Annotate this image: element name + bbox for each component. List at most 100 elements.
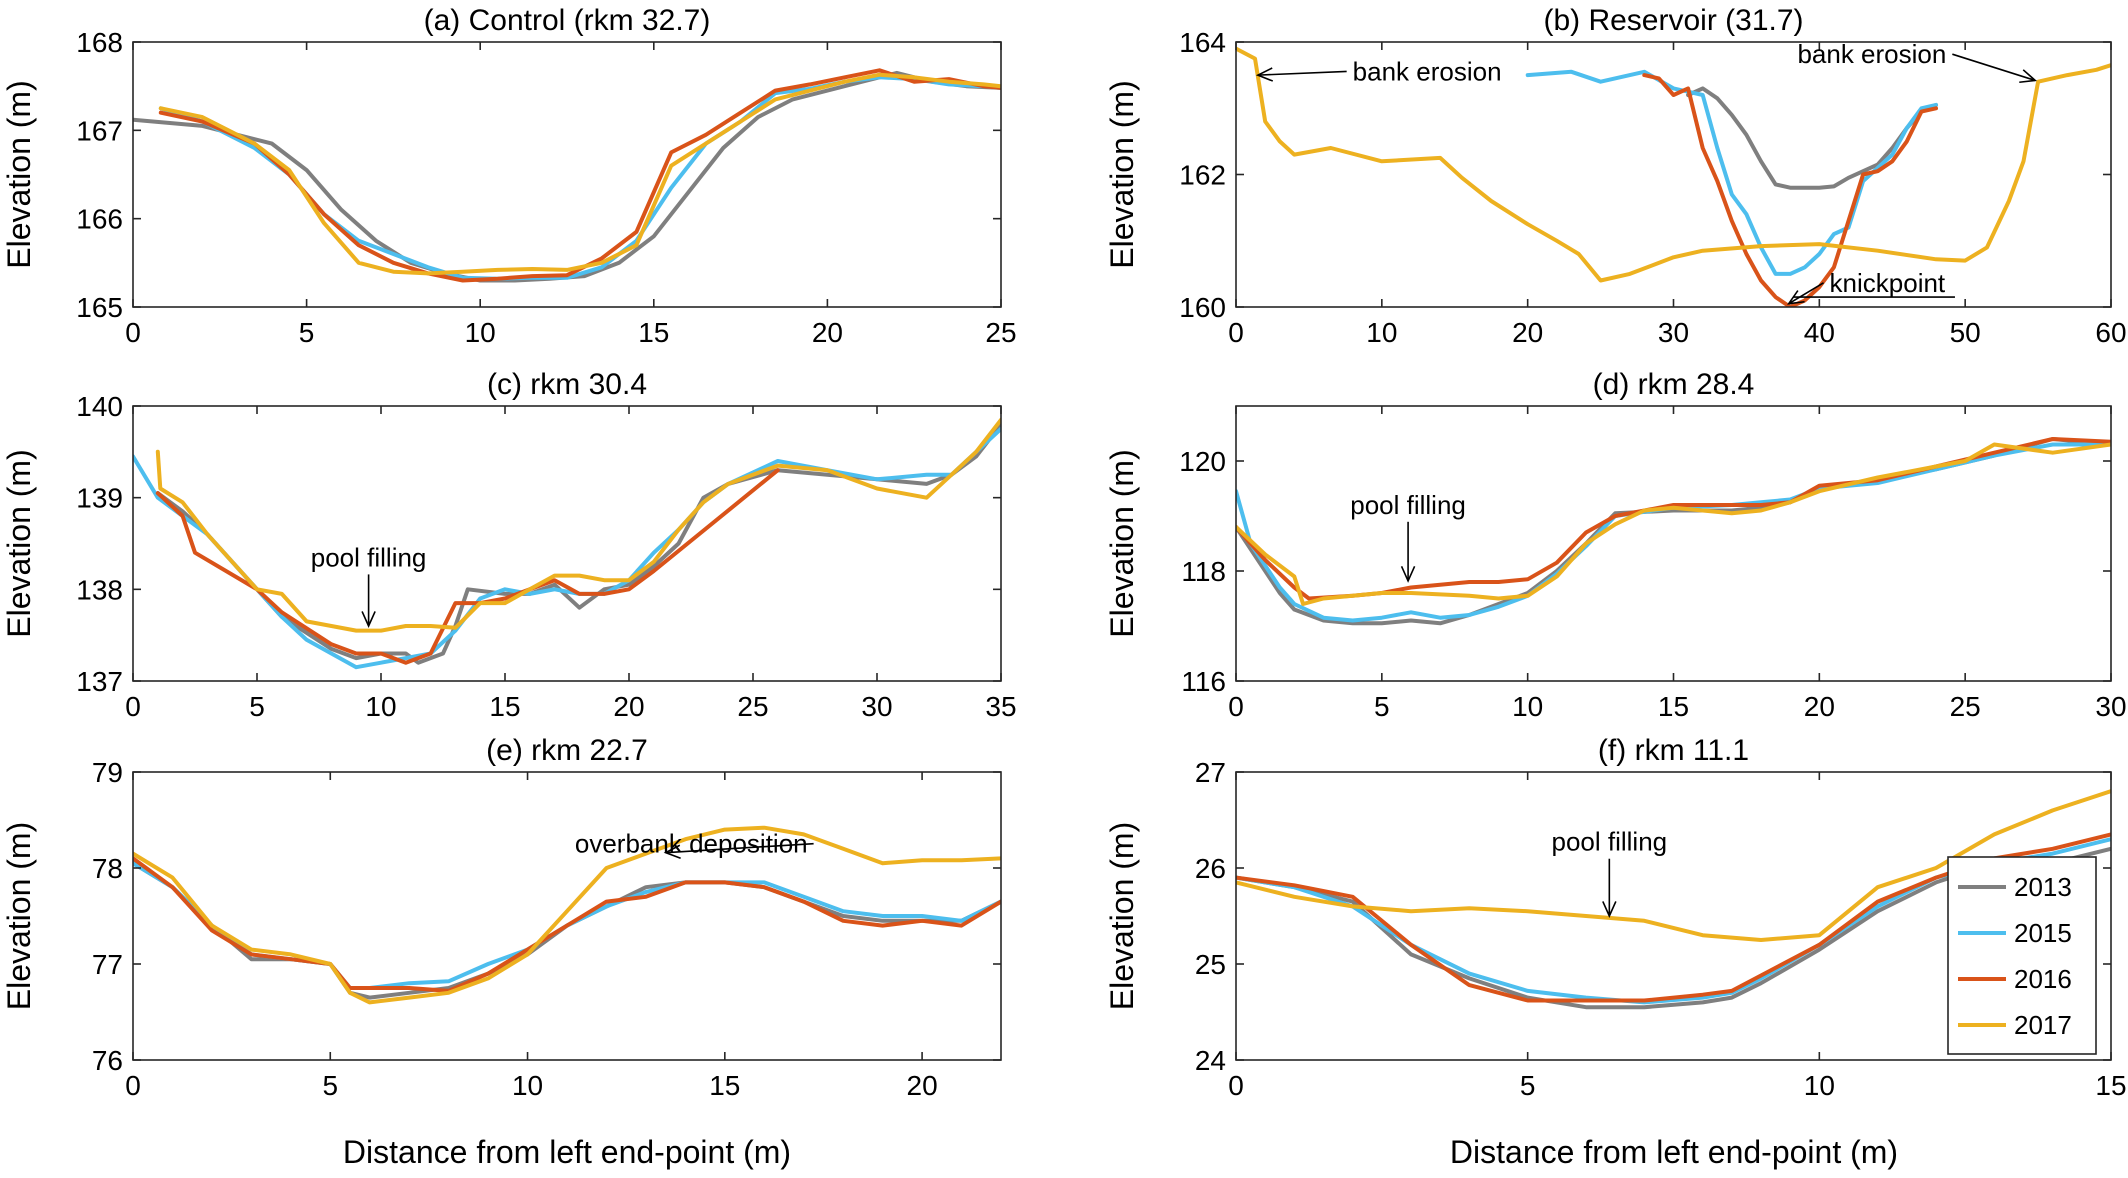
annotation-arrowhead-f-0 [1602,901,1617,918]
x-tick-label-b-3: 30 [1658,317,1689,348]
series-line-a-2017 [158,72,1001,276]
series-line-c-2013 [155,422,1001,665]
panel-e: (e) rkm 22.7 Elevation (m) 0 5 10 15 20 76 77 78 7… [1,734,1002,1101]
y-axis-label-b: Elevation (m) [1104,80,1140,269]
panel-c: (c) rkm 30.4 Elevation (m) 0 5 10 15 20 25 30 35 1… [1,368,1017,722]
series-line-a-2016 [158,68,1001,283]
annotation-arrowhead-e-0 [663,844,681,860]
annotation-f-0: pool filling [1552,827,1668,857]
series-line-b-2016 [1642,73,1938,307]
y-tick-label-b-1: 162 [1179,160,1226,191]
plot-frame-a [132,41,1002,308]
x-tick-label-a-2: 10 [465,317,496,348]
x-tick-label-f-2: 10 [1804,1070,1835,1101]
annotation-arrow-b-2 [1788,282,1824,305]
plot-frame-e [132,771,1002,1061]
y-tick-label-b-0: 160 [1179,292,1226,323]
series-line-a-2015 [158,75,1001,281]
series-group-d [1236,437,2111,626]
x-tick-label-c-0: 0 [125,691,141,722]
series-line-b-2013 [1686,86,1938,190]
series-line-b-2017 [1236,46,2111,283]
x-axis-label-right: Distance from left end-point (m) [1450,1134,1898,1170]
panel-title-b: (b) Reservoir (31.7) [1543,4,1803,37]
series-group-a [133,68,1001,283]
legend-label-2017: 2017 [2014,1010,2072,1040]
y-tick-label-c-3: 140 [76,391,123,422]
annotation-arrowhead-d-0 [1400,565,1416,583]
series-line-a-2013 [133,70,1001,283]
y-tick-label-a-0: 165 [76,292,123,323]
legend-box [1947,856,2097,1055]
x-tick-label-d-5: 25 [1950,691,1981,722]
panels: (a) Control (rkm 32.7) Elevation (m) 0 5 10 1… [1,4,2127,1101]
y-axis-label-e: Elevation (m) [1,822,37,1011]
x-axis-label-left: Distance from left end-point (m) [343,1134,791,1170]
y-tick-label-f-0: 24 [1195,1045,1226,1076]
y-tick-label-c-1: 138 [76,574,123,605]
series-line-c-2016 [155,468,780,665]
y-tick-label-e-1: 77 [92,949,123,980]
legend: 2013 2015 2016 2017 [1947,856,2097,1055]
plot-frame-c [132,405,1002,682]
plot-frame-f [1235,771,2112,1061]
series-line-e-2013 [133,861,1001,1000]
y-tick-label-e-3: 79 [92,757,123,788]
x-tick-label-e-0: 0 [125,1070,141,1101]
y-tick-label-a-1: 166 [76,204,123,235]
legend-label-2013: 2013 [2014,872,2072,902]
y-tick-label-a-3: 168 [76,27,123,58]
annotation-arrowhead-b-2 [1787,290,1805,305]
series-group-b [1236,46,2111,307]
series-line-e-2017 [133,825,1001,1005]
panel-title-c: (c) rkm 30.4 [487,368,647,401]
annotation-e-0: overbank deposition [575,829,808,859]
y-tick-label-b-2: 164 [1179,27,1226,58]
panel-f: (f) rkm 11.1 Elevation (m) 0 5 10 15 24 25 26 27 p… [1104,734,2127,1101]
x-tick-label-c-6: 30 [861,691,892,722]
panel-title-d: (d) rkm 28.4 [1593,368,1755,401]
y-tick-label-d-0: 116 [1181,666,1226,697]
panel-title-a: (a) Control (rkm 32.7) [424,4,711,37]
annotation-arrowhead-b-0 [1255,67,1274,82]
x-tick-label-b-2: 20 [1512,317,1543,348]
x-tick-label-d-3: 15 [1658,691,1689,722]
x-tick-label-b-5: 50 [1950,317,1981,348]
x-tick-label-e-3: 15 [709,1070,740,1101]
annotation-b-1: bank erosion [1797,39,1946,69]
series-line-d-2017 [1236,442,2111,606]
x-tick-label-b-0: 0 [1228,317,1244,348]
y-axis-label-c: Elevation (m) [1,449,37,638]
x-tick-label-a-1: 5 [299,317,315,348]
annotation-arrow-b-1 [1952,53,2036,82]
x-tick-label-c-1: 5 [249,691,265,722]
x-tick-label-d-6: 30 [2095,691,2126,722]
x-tick-label-c-7: 35 [985,691,1016,722]
y-axis-label-d: Elevation (m) [1104,449,1140,638]
x-tick-label-d-1: 5 [1374,691,1390,722]
x-tick-label-e-4: 20 [907,1070,938,1101]
y-tick-label-f-3: 27 [1195,757,1226,788]
x-tick-label-e-1: 5 [322,1070,338,1101]
annotation-b-2: knickpoint [1830,268,1946,298]
x-tick-label-c-3: 15 [489,691,520,722]
legend-label-2015: 2015 [2014,918,2072,948]
x-tick-label-c-5: 25 [737,691,768,722]
panel-a: (a) Control (rkm 32.7) Elevation (m) 0 5 10 1… [1,4,1017,348]
x-tick-label-f-1: 5 [1520,1070,1536,1101]
x-tick-label-d-0: 0 [1228,691,1244,722]
x-tick-label-b-6: 60 [2095,317,2126,348]
annotation-b-0: bank erosion [1353,56,1502,86]
y-tick-label-f-2: 26 [1195,853,1226,884]
x-tick-label-d-4: 20 [1804,691,1835,722]
x-tick-label-a-4: 20 [812,317,843,348]
y-tick-label-e-0: 76 [92,1045,123,1076]
y-tick-label-d-1: 118 [1181,556,1226,587]
x-tick-label-b-1: 10 [1366,317,1397,348]
annotation-arrowhead-b-1 [2019,69,2038,84]
y-tick-label-c-2: 139 [76,483,123,514]
series-line-f-2017 [1236,789,2111,942]
x-tick-label-a-3: 15 [638,317,669,348]
annotation-arrow-b-0 [1257,70,1347,76]
